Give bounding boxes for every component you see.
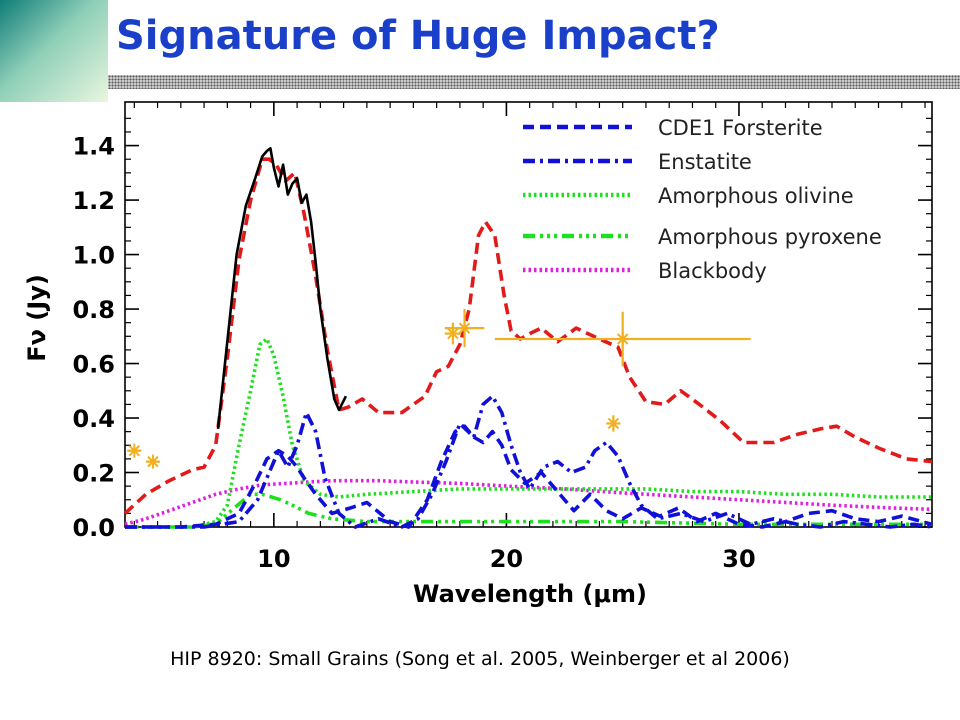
photometry-point xyxy=(444,322,462,345)
x-tick-label: 30 xyxy=(722,545,755,573)
photometry-point xyxy=(145,454,160,469)
photometry-point xyxy=(606,415,621,432)
star-marker-d2 xyxy=(447,327,459,340)
y-tick-label: 1.4 xyxy=(72,133,115,161)
plot-frame xyxy=(124,101,933,528)
series-layer xyxy=(123,147,933,529)
corner-decoration xyxy=(0,0,108,102)
star-marker-d2 xyxy=(128,445,141,457)
x-tick-label: 20 xyxy=(490,545,523,573)
star-marker-d2 xyxy=(458,322,471,334)
x-tick-label: 10 xyxy=(257,545,290,573)
axis-ticks: 10 20 30 0.0 0.2 0.4 0.6 0.8 1.0 1.2 1.4 xyxy=(72,102,932,573)
photometry-point xyxy=(127,443,142,458)
series-forsterite xyxy=(125,424,933,529)
y-tick-label: 0.2 xyxy=(72,460,115,488)
y-axis-label: Fν (Jy) xyxy=(23,274,51,362)
spectrum-chart: 10 20 30 0.0 0.2 0.4 0.6 0.8 1.0 1.2 1.4 CDE1 Fors… xyxy=(23,101,933,608)
legend-label: CDE1 Forsterite xyxy=(658,116,823,140)
legend-entry: CDE1 Forsterite xyxy=(523,116,823,140)
legend-label: Amorphous olivine xyxy=(658,184,854,208)
x-axis-label: Wavelength (μm) xyxy=(413,580,647,608)
photometry-layer xyxy=(127,309,751,469)
y-tick-label: 0.4 xyxy=(72,405,115,433)
series-observed xyxy=(216,147,348,430)
y-tick-label: 1.2 xyxy=(72,187,115,215)
y-tick-label: 0.8 xyxy=(72,296,115,324)
y-tick-label: 1.0 xyxy=(72,242,115,270)
series-amorphous-pyroxene xyxy=(125,492,932,529)
series-blackbody xyxy=(124,478,933,527)
series-total-model xyxy=(123,157,933,515)
legend-entry: Amorphous olivine xyxy=(523,184,854,208)
legend-label: Blackbody xyxy=(658,259,767,283)
legend-entry: Enstatite xyxy=(523,150,752,174)
star-marker-d2 xyxy=(607,417,620,430)
legend: CDE1 Forsterite Enstatite Amorphous olivin… xyxy=(523,116,882,283)
star-marker-d2 xyxy=(616,333,629,345)
legend-label: Amorphous pyroxene xyxy=(658,225,882,249)
legend-entry: Amorphous pyroxene xyxy=(523,225,882,249)
y-tick-label: 0.6 xyxy=(72,351,115,379)
star-marker-d2 xyxy=(147,455,159,468)
title-underline-bar xyxy=(108,75,960,89)
photometry-point xyxy=(494,311,751,367)
legend-label: Enstatite xyxy=(658,150,752,174)
y-tick-label: 0.0 xyxy=(72,514,115,542)
series-amorphous-olivine xyxy=(125,337,932,529)
slide-caption: HIP 8920: Small Grains (Song et al. 2005… xyxy=(170,648,790,670)
photometry-point xyxy=(444,309,485,348)
series-enstatite xyxy=(125,394,933,529)
legend-entry: Blackbody xyxy=(523,259,767,283)
slide-title: Signature of Huge Impact? xyxy=(116,13,720,59)
